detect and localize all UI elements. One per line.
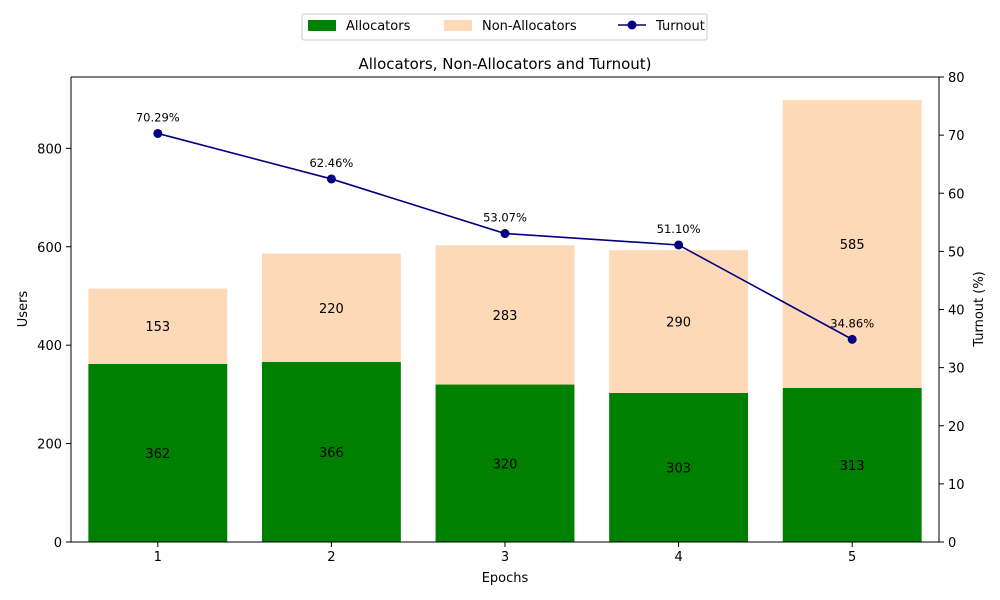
x-tick-label-1: 1 bbox=[154, 550, 162, 565]
bars-layer bbox=[88, 100, 922, 542]
turnout-point-3 bbox=[500, 229, 510, 239]
bar-label-non-allocators-4: 290 bbox=[666, 316, 691, 331]
y2-tick-label-70: 70 bbox=[948, 129, 965, 144]
y2-tick-label-30: 30 bbox=[948, 362, 965, 377]
x-axis-ticks: 1 2 3 4 5 bbox=[154, 542, 856, 565]
bar-non-allocators-1 bbox=[88, 288, 228, 364]
y-tick-label-400: 400 bbox=[37, 339, 62, 354]
y-tick-label-200: 200 bbox=[37, 438, 62, 453]
y-tick-label-0: 0 bbox=[54, 536, 62, 551]
x-tick-label-3: 3 bbox=[501, 550, 509, 565]
bar-label-non-allocators-5: 585 bbox=[840, 238, 865, 253]
y2-tick-label-60: 60 bbox=[948, 187, 965, 202]
bar-label-allocators-4: 303 bbox=[666, 461, 691, 476]
y2-axis-label: Turnout (%) bbox=[972, 271, 987, 347]
y2-tick-label-80: 80 bbox=[948, 71, 965, 86]
x-tick-label-4: 4 bbox=[674, 550, 682, 565]
y2-tick-label-50: 50 bbox=[948, 245, 965, 260]
turnout-data-label-4: 51.10% bbox=[657, 222, 701, 236]
bar-allocators-1 bbox=[88, 363, 228, 542]
y-tick-label-600: 600 bbox=[37, 241, 62, 256]
bar-allocators-2 bbox=[261, 361, 401, 542]
bar-label-non-allocators-3: 283 bbox=[493, 309, 518, 324]
y-axis-ticks: 0 200 400 600 800 bbox=[37, 142, 71, 551]
bar-label-non-allocators-1: 153 bbox=[145, 320, 170, 335]
bar-allocators-3 bbox=[435, 384, 575, 542]
turnout-point-1 bbox=[153, 128, 163, 138]
y2-tick-label-40: 40 bbox=[948, 304, 965, 319]
x-tick-label-2: 2 bbox=[327, 550, 335, 565]
bar-non-allocators-2 bbox=[261, 253, 401, 362]
legend-label-allocators: Allocators bbox=[346, 19, 411, 34]
bar-labels-layer: 362 153 366 220 320 283 303 290 313 585 bbox=[145, 238, 864, 476]
legend-swatch-non-allocators bbox=[444, 20, 472, 31]
x-axis-label: Epochs bbox=[482, 571, 529, 586]
legend-label-non-allocators: Non-Allocators bbox=[482, 19, 577, 34]
bar-label-non-allocators-2: 220 bbox=[319, 302, 344, 317]
x-tick-label-5: 5 bbox=[848, 550, 856, 565]
y-tick-label-800: 800 bbox=[37, 142, 62, 157]
y2-tick-label-10: 10 bbox=[948, 478, 965, 493]
bar-allocators-5 bbox=[782, 387, 922, 542]
chart-title: Allocators, Non-Allocators and Turnout) bbox=[358, 55, 651, 73]
turnout-data-label-3: 53.07% bbox=[483, 211, 527, 225]
turnout-data-label-5: 34.86% bbox=[830, 316, 874, 330]
bar-label-allocators-5: 313 bbox=[840, 459, 865, 474]
y2-tick-label-20: 20 bbox=[948, 420, 965, 435]
legend-swatch-turnout-marker bbox=[627, 20, 637, 30]
legend-frame bbox=[301, 13, 708, 41]
legend: Allocators Non-Allocators Turnout bbox=[301, 13, 708, 41]
turnout-point-4 bbox=[674, 240, 684, 250]
bar-label-allocators-2: 366 bbox=[319, 446, 344, 461]
bar-non-allocators-3 bbox=[435, 245, 575, 385]
y-axis-label: Users bbox=[16, 291, 31, 328]
bar-label-allocators-3: 320 bbox=[493, 457, 518, 472]
bar-non-allocators-4 bbox=[609, 250, 749, 393]
legend-label-turnout: Turnout bbox=[655, 19, 705, 34]
turnout-point-2 bbox=[326, 174, 336, 184]
turnout-data-label-2: 62.46% bbox=[309, 156, 353, 170]
legend-swatch-allocators bbox=[308, 20, 336, 31]
y2-tick-label-0: 0 bbox=[948, 536, 956, 551]
y2-axis-ticks: 0 10 20 30 40 50 60 70 80 bbox=[939, 71, 965, 551]
bar-label-allocators-1: 362 bbox=[145, 447, 170, 462]
bar-allocators-4 bbox=[609, 392, 749, 542]
turnout-point-5 bbox=[847, 334, 857, 344]
turnout-line-layer: 70.29% 62.46% 53.07% 51.10% 34.86% bbox=[136, 110, 874, 344]
turnout-data-label-1: 70.29% bbox=[136, 110, 180, 124]
